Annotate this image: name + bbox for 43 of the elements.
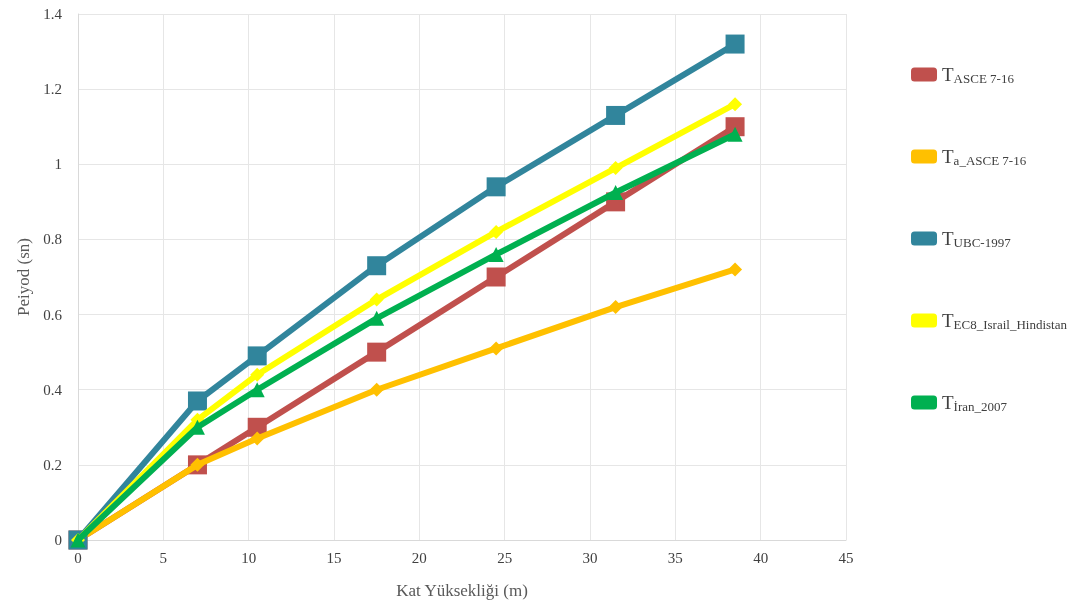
x-tick-label: 5 [159, 549, 168, 566]
x-tick-label: 30 [582, 549, 598, 566]
x-tick-label: 25 [497, 549, 513, 566]
point [486, 267, 506, 287]
point [247, 346, 267, 366]
point [250, 367, 265, 382]
point [725, 34, 745, 54]
point [369, 292, 384, 307]
point [367, 342, 387, 362]
point [369, 310, 385, 326]
point [489, 341, 504, 356]
point [187, 391, 207, 411]
point [486, 177, 506, 197]
y-tick-label: 0.2 [43, 456, 62, 473]
x-tick-label: 0 [74, 549, 82, 566]
x-tick-label: 40 [753, 549, 769, 566]
x-tick-label: 45 [838, 549, 854, 566]
point [728, 97, 743, 112]
y-tick-label: 1.4 [43, 6, 63, 22]
point [608, 161, 623, 176]
x-tick-label: 15 [326, 549, 342, 566]
point [367, 256, 387, 276]
point [250, 431, 265, 446]
y-tick-label: 0.6 [43, 306, 63, 323]
x-tick-label: 35 [667, 549, 683, 566]
point [606, 105, 626, 125]
y-tick-label: 0.4 [43, 381, 63, 398]
x-tick-label: 20 [411, 549, 427, 566]
x-axis-title: Kat Yüksekliği (m) [396, 581, 528, 600]
y-tick-label: 1 [54, 156, 62, 173]
y-tick-label: 1.2 [43, 81, 62, 98]
point [608, 184, 624, 200]
point [728, 262, 743, 277]
x-tick-label: 10 [241, 549, 257, 566]
point [608, 300, 623, 315]
point [369, 382, 384, 397]
y-tick-label: 0 [54, 532, 62, 548]
y-tick-label: 0.8 [43, 231, 62, 248]
point [727, 126, 743, 142]
y-axis-title: Peiyod (sn) [14, 238, 34, 316]
point [489, 224, 504, 239]
point [249, 382, 265, 398]
point [488, 246, 504, 262]
